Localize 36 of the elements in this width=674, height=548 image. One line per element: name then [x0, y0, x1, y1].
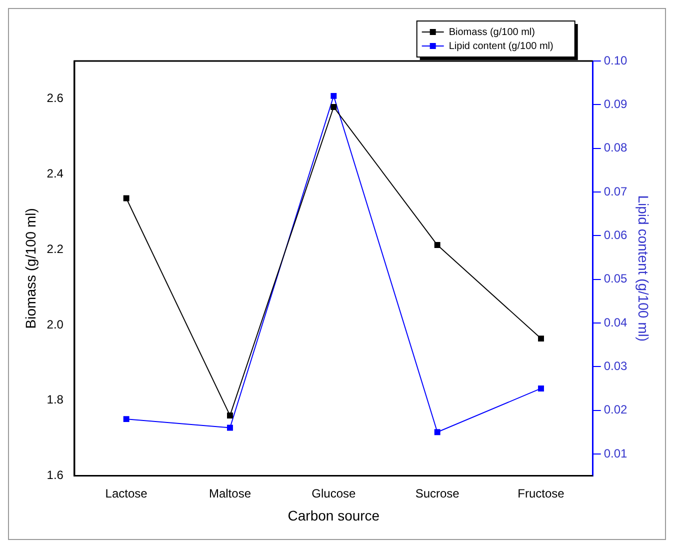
x-tick-label: Lactose: [105, 486, 148, 500]
x-axis-title: Carbon source: [288, 507, 380, 524]
x-tick-label: Glucose: [312, 486, 356, 500]
y2-tick-label: 0.06: [604, 228, 628, 242]
y-tick-label: 1.6: [46, 468, 64, 482]
point: [123, 416, 130, 422]
y-tick-label: 2.2: [46, 242, 64, 256]
point: [227, 424, 233, 431]
legend-label: Biomass (g/100 ml): [448, 26, 535, 38]
point: [538, 336, 544, 342]
point: [330, 104, 337, 110]
y2-tick-label: 0.09: [604, 96, 628, 111]
y2-tick-label: 0.05: [604, 272, 628, 286]
y-tick-label: 2.6: [46, 91, 64, 106]
y-axis-title: Biomass (g/100 ml): [22, 208, 38, 329]
y2-tick-label: 0.01: [604, 446, 628, 460]
point: [434, 429, 440, 436]
y2-axis-title: Lipid content (g/100 ml): [636, 195, 652, 342]
y-tick-label: 2.4: [46, 166, 64, 180]
y2-tick-label: 0.04: [604, 315, 628, 330]
x-tick-label: Sucrose: [415, 486, 460, 500]
x-tick-label: Fructose: [518, 486, 565, 500]
y-tick-label: 2.0: [46, 317, 64, 332]
point: [123, 195, 130, 202]
point: [434, 242, 440, 248]
y2-tick-label: 0.08: [604, 140, 628, 155]
y2-tick-label: 0.03: [604, 358, 628, 373]
legend-label: Lipid content (g/100 ml): [448, 40, 554, 52]
point: [227, 412, 233, 418]
y-tick-label: 1.8: [46, 392, 64, 407]
point: [538, 386, 544, 392]
x-tick-label: Maltose: [208, 486, 252, 500]
y2-tick-label: 0.07: [604, 184, 628, 198]
y2-tick-label: 0.02: [604, 402, 628, 417]
y2-tick-label: 0.10: [604, 53, 628, 68]
point: [330, 92, 337, 99]
